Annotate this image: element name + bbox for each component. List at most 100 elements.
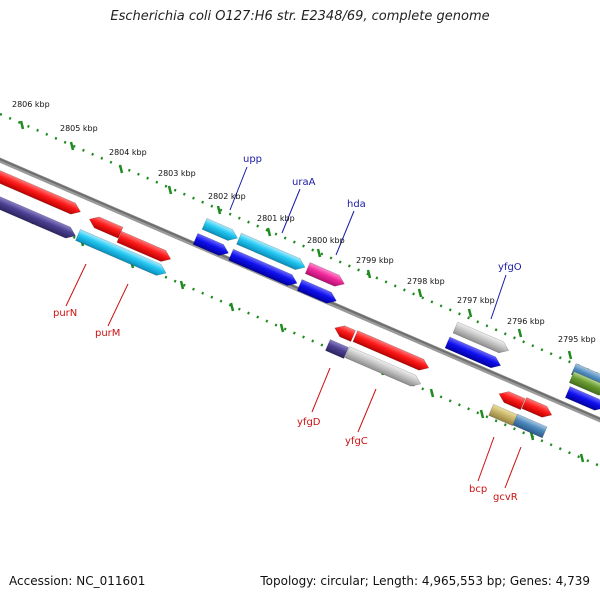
kbp-label-2800: 2800 kbp bbox=[307, 236, 345, 245]
callout-upp bbox=[229, 166, 248, 211]
gene-feature-yfgO[interactable] bbox=[452, 321, 511, 356]
callout-purM bbox=[107, 283, 129, 327]
gene-feature-upp-blue-shape bbox=[192, 232, 229, 256]
gene-label-purM[interactable]: purM bbox=[95, 328, 120, 339]
gene-feature-hda-shape bbox=[304, 262, 345, 287]
upper-major-tick bbox=[118, 164, 124, 174]
callout-hda bbox=[335, 210, 355, 256]
kbp-label-2802: 2802 kbp bbox=[208, 192, 246, 201]
gene-feature-gcvR-red-shape bbox=[521, 397, 553, 418]
gene-feature-bcp[interactable] bbox=[488, 403, 518, 427]
callout-purN bbox=[65, 263, 87, 307]
gene-feature-purM-red[interactable] bbox=[116, 230, 173, 264]
gene-feature-right-green[interactable] bbox=[568, 371, 600, 399]
gene-feature-upp[interactable] bbox=[201, 217, 240, 243]
map-title: Escherichia coli O127:H6 str. E2348/69, … bbox=[110, 9, 490, 24]
upper-major-tick bbox=[517, 328, 523, 338]
upper-major-tick bbox=[567, 350, 573, 360]
gene-feature-uraA-blue[interactable] bbox=[228, 248, 300, 289]
gene-feature-purM-red-shape bbox=[116, 230, 172, 262]
gene-label-yfgD[interactable]: yfgD bbox=[297, 417, 321, 428]
gene-feature-yfgO-shape bbox=[452, 321, 510, 354]
gene-label-gcvR[interactable]: gcvR bbox=[493, 492, 518, 503]
gene-feature-bcp-red[interactable] bbox=[497, 388, 526, 411]
gene-feature-purple-left-shape bbox=[0, 186, 76, 239]
kbp-label-2801: 2801 kbp bbox=[257, 214, 295, 223]
callout-yfgO bbox=[490, 274, 507, 320]
callout-yfgC bbox=[357, 388, 377, 433]
gene-feature-hda[interactable] bbox=[304, 262, 346, 290]
gene-feature-uraA[interactable] bbox=[236, 232, 308, 273]
gene-label-purN[interactable]: purN bbox=[53, 308, 77, 319]
upper-major-tick bbox=[417, 288, 423, 298]
upper-major-tick bbox=[69, 141, 75, 151]
gene-feature-gcvR-red[interactable] bbox=[521, 397, 554, 421]
gene-label-yfgC[interactable]: yfgC bbox=[345, 436, 368, 447]
gene-feature-yfgD-red[interactable] bbox=[332, 323, 356, 342]
upper-major-tick bbox=[467, 308, 473, 318]
gene-labels[interactable]: upp uraA hda yfgO purN purM yfgD yfgC bc… bbox=[53, 154, 522, 503]
gene-feature-uraA-blue-shape bbox=[228, 248, 298, 286]
gene-feature-yfgC[interactable] bbox=[344, 346, 423, 390]
kbp-label-2797: 2797 kbp bbox=[457, 296, 495, 305]
kbp-label-2803: 2803 kbp bbox=[158, 169, 196, 178]
gene-feature-purN-red-shape bbox=[0, 162, 81, 215]
kbp-label-2795: 2795 kbp bbox=[558, 335, 596, 344]
callout-gcvR bbox=[504, 446, 522, 489]
upper-major-tick bbox=[167, 185, 173, 195]
lower-major-tick bbox=[229, 302, 235, 312]
gene-feature-purM-cyan[interactable] bbox=[75, 229, 169, 278]
upper-major-tick bbox=[216, 205, 222, 215]
gene-feature-right-steel-shape bbox=[570, 363, 600, 388]
gene-feature-right-steel[interactable] bbox=[570, 363, 600, 391]
gene-label-upp[interactable]: upp bbox=[243, 154, 262, 165]
lower-major-tick bbox=[429, 388, 435, 398]
lower-major-tick bbox=[479, 409, 485, 419]
gene-feature-bcp-red-shape bbox=[498, 391, 526, 411]
callout-uraA bbox=[281, 188, 301, 234]
lower-major-tick bbox=[579, 453, 585, 463]
upper-major-tick bbox=[19, 120, 25, 130]
gene-feature-right-green-shape bbox=[568, 371, 600, 396]
kbp-labels: 2806 kbp 2805 kbp 2804 kbp 2803 kbp 2802… bbox=[12, 100, 596, 344]
kbp-label-2796: 2796 kbp bbox=[507, 317, 545, 326]
gene-label-uraA[interactable]: uraA bbox=[292, 177, 316, 188]
gene-feature-upp-blue[interactable] bbox=[192, 232, 231, 258]
gene-feature-bcp-shape bbox=[488, 403, 518, 427]
gene-feature-upp-shape bbox=[201, 217, 238, 241]
callout-bcp bbox=[477, 436, 495, 482]
upper-major-tick bbox=[316, 248, 322, 258]
gene-features[interactable] bbox=[0, 162, 600, 439]
kbp-label-2799: 2799 kbp bbox=[356, 256, 394, 265]
gene-feature-hda-blue[interactable] bbox=[296, 279, 338, 307]
lower-major-tick bbox=[279, 323, 285, 333]
genome-summary-text: Topology: circular; Length: 4,965,553 bp… bbox=[260, 574, 590, 588]
accession-text: Accession: NC_011601 bbox=[9, 574, 146, 588]
gene-feature-right-blue-shape bbox=[564, 386, 600, 411]
gene-feature-gcvR-shape bbox=[512, 413, 548, 439]
gene-feature-purM-cyan-shape bbox=[75, 229, 167, 276]
lower-major-tick bbox=[529, 431, 535, 441]
gene-feature-purN-red[interactable] bbox=[0, 162, 83, 218]
callout-yfgD bbox=[311, 367, 331, 413]
gene-feature-yfgO-blue-shape bbox=[444, 336, 502, 369]
gene-feature-yfgO-blue[interactable] bbox=[444, 336, 503, 371]
gene-feature-yfgD[interactable] bbox=[325, 339, 349, 359]
gene-feature-gcvR[interactable] bbox=[512, 413, 548, 439]
gene-label-yfgO[interactable]: yfgO bbox=[498, 262, 522, 273]
gene-label-hda[interactable]: hda bbox=[347, 199, 366, 210]
gene-feature-yfgC-red[interactable] bbox=[352, 330, 431, 374]
kbp-label-2805: 2805 kbp bbox=[60, 124, 98, 133]
upper-major-tick bbox=[366, 269, 372, 279]
gene-feature-right-blue[interactable] bbox=[564, 386, 600, 414]
kbp-label-2806: 2806 kbp bbox=[12, 100, 50, 109]
gene-feature-hda-blue-shape bbox=[296, 279, 337, 304]
gene-feature-yfgD-red-shape bbox=[334, 325, 356, 342]
gene-feature-yfgC-red-shape bbox=[352, 330, 430, 371]
gene-feature-uraA-shape bbox=[236, 232, 306, 270]
gene-feature-small-red[interactable] bbox=[87, 214, 124, 239]
kbp-label-2798: 2798 kbp bbox=[407, 277, 445, 286]
gene-label-bcp[interactable]: bcp bbox=[469, 484, 487, 495]
gene-feature-purple-left[interactable] bbox=[0, 186, 78, 242]
